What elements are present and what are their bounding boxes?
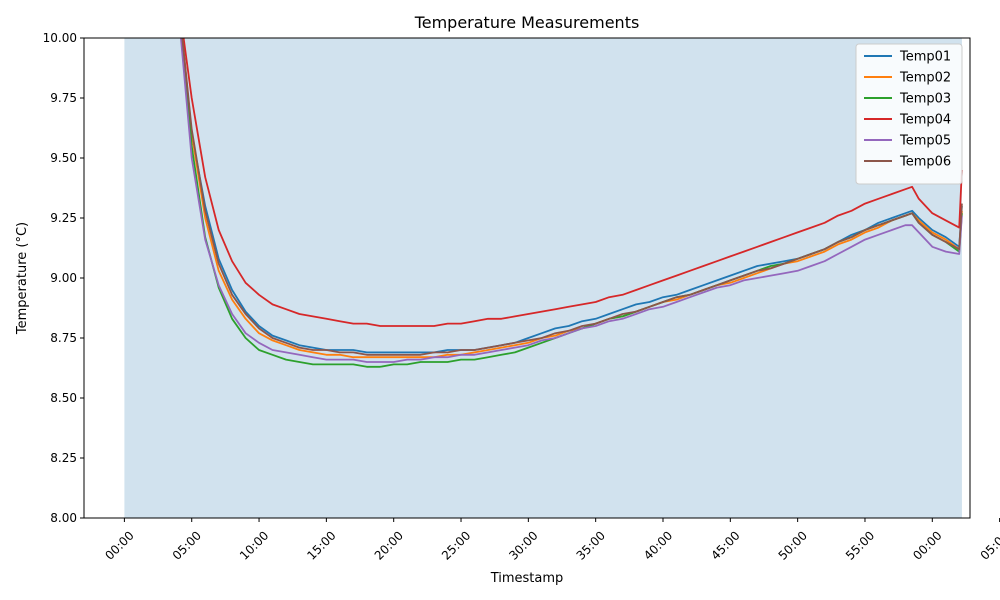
plot-area [83,37,971,519]
legend-label: Temp01 [899,50,951,65]
y-tick-label: 9.50 [50,151,77,165]
legend-box [855,43,963,185]
legend-label: Temp04 [899,113,951,128]
y-tick-label: 8.00 [50,511,77,525]
legend-label: Temp03 [899,92,951,107]
y-tick-label: 9.00 [50,271,77,285]
y-tick-label: 8.50 [50,391,77,405]
y-tick-label: 10.00 [43,31,77,45]
series-group [180,38,963,368]
series-line-temp06 [181,38,963,356]
legend-label: Temp06 [899,155,951,170]
shaded-region [124,38,962,518]
legend-label: Temp02 [899,71,951,86]
y-tick-label: 8.75 [50,331,77,345]
series-line-temp01 [181,38,963,354]
series-line-temp04 [182,38,963,327]
legend-label: Temp05 [899,134,951,149]
y-tick-label: 9.25 [50,211,77,225]
chart-title: Temperature Measurements [414,13,640,32]
y-axis-label: Temperature (°C) [15,222,30,335]
y-tick-label: 8.25 [50,451,77,465]
x-axis-label: Timestamp [490,571,564,586]
y-axis: 8.00 8.25 8.50 8.75 9.00 9.25 9.50 9.75 10.00 [43,31,84,525]
series-line-temp05 [180,38,963,363]
legend: Temp01 Temp02 Temp03 Temp04 Temp05 Temp06 [855,43,963,185]
y-tick-label: 9.75 [50,91,77,105]
